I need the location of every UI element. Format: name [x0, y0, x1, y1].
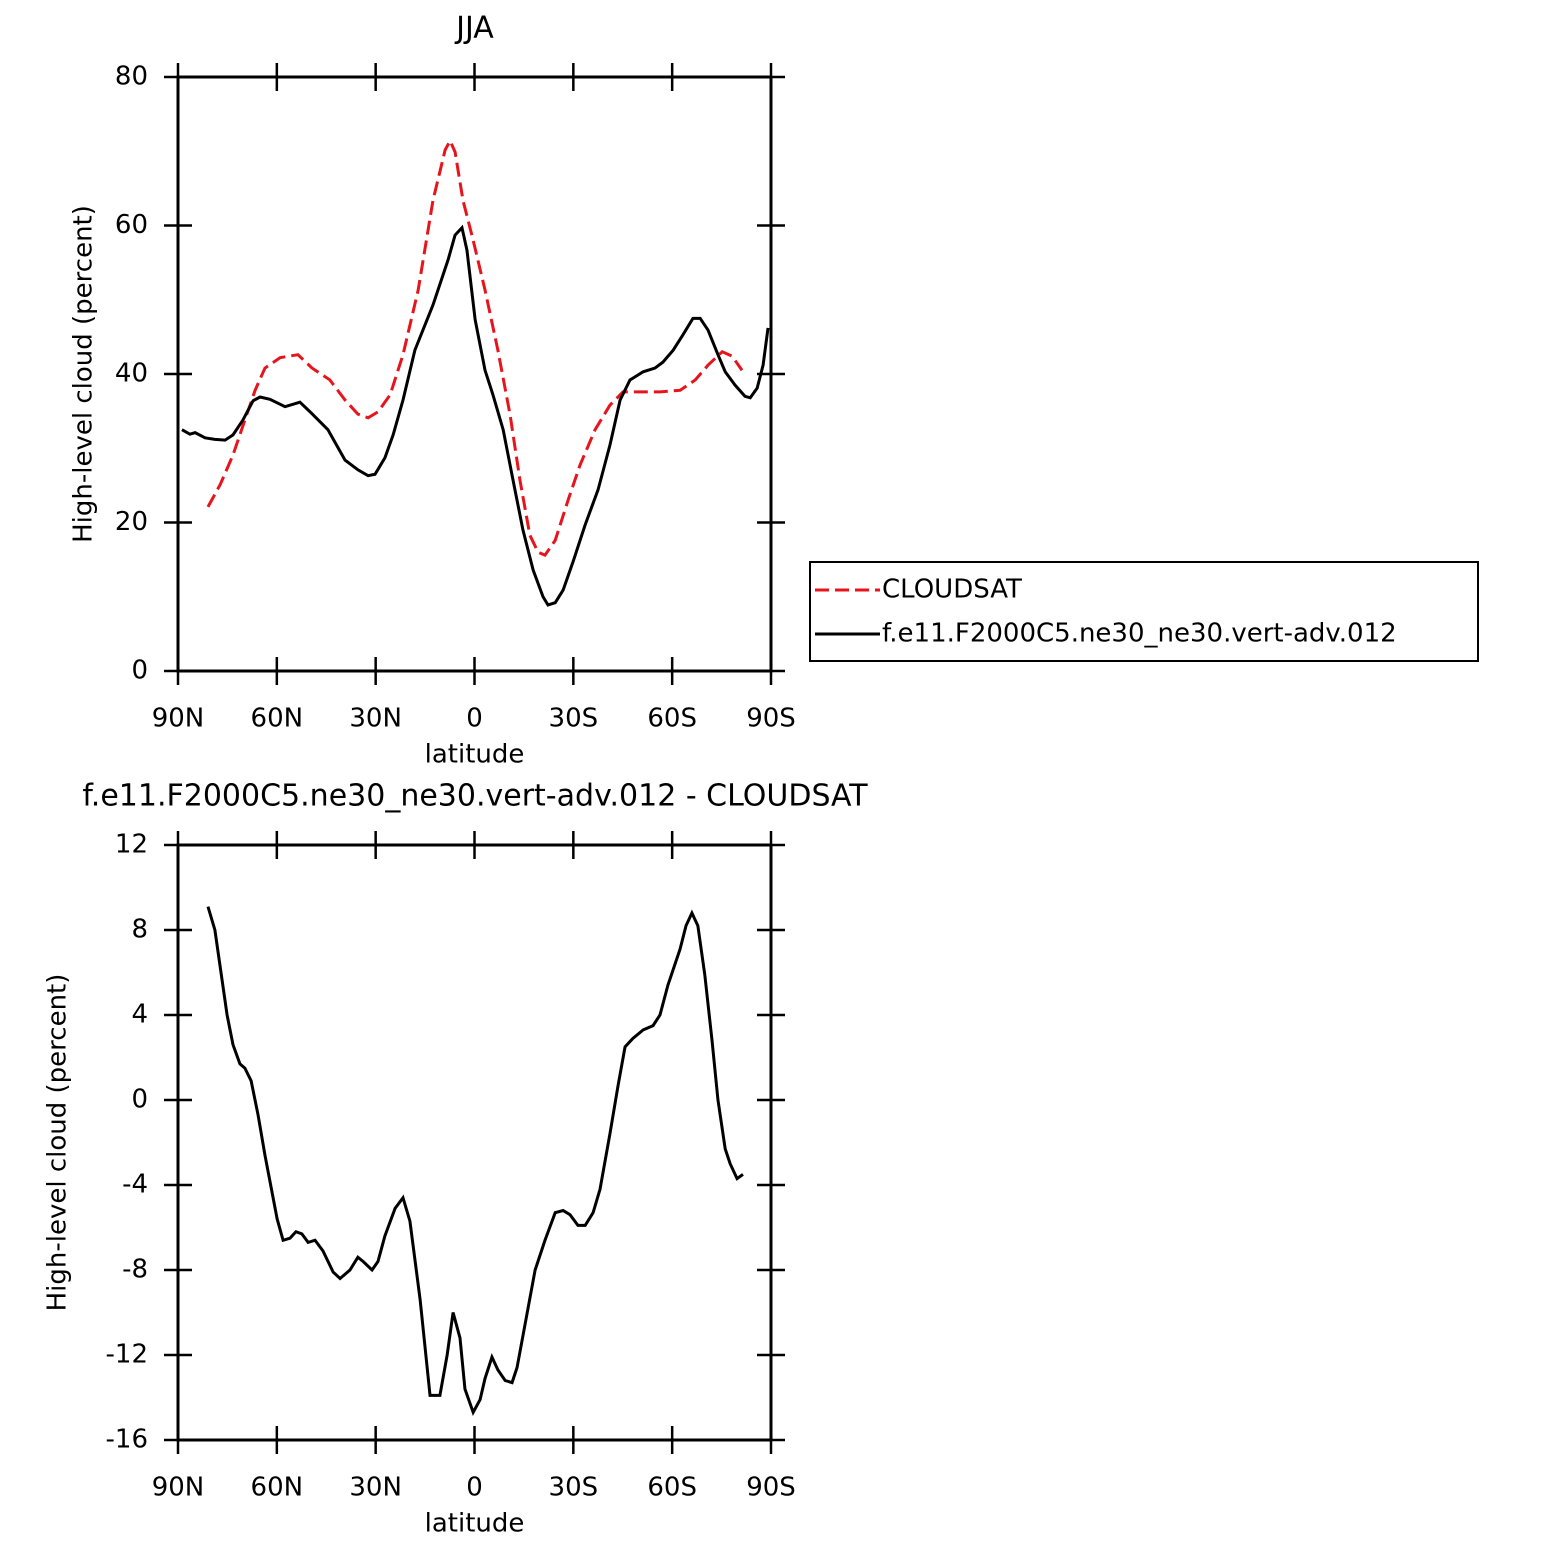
y-tick-label: 4: [131, 1000, 148, 1030]
y-tick-label: 60: [115, 210, 148, 240]
x-tick-label: 30S: [549, 704, 599, 734]
x-tick-label: 60S: [647, 704, 697, 734]
series-line: [181, 224, 770, 607]
x-tick-label: 90S: [746, 1473, 796, 1503]
y-tick-label: -8: [122, 1255, 148, 1285]
chart-title: f.e11.F2000C5.ne30_ne30.vert-adv.012 - C…: [82, 779, 868, 814]
plot-frame: [176, 75, 773, 673]
series-line: [206, 906, 744, 1417]
y-tick-label: 12: [115, 830, 148, 860]
x-tick-label: 90N: [152, 1473, 205, 1503]
y-tick-label: -16: [106, 1425, 148, 1455]
x-tick-label: 0: [466, 704, 483, 734]
y-tick-label: 80: [115, 62, 148, 92]
y-tick-label: 8: [131, 915, 148, 945]
y-axis-label: High-level cloud (percent): [69, 205, 99, 543]
y-tick-label: -4: [122, 1170, 148, 1200]
x-tick-label: 60S: [647, 1473, 697, 1503]
x-axis-label: latitude: [425, 740, 525, 770]
legend-label: CLOUDSAT: [882, 575, 1022, 605]
x-tick-label: 90N: [152, 704, 205, 734]
y-tick-label: 0: [131, 656, 148, 686]
chart-title: JJA: [454, 11, 494, 46]
legend-box: [809, 561, 1479, 662]
y-tick-label: -12: [106, 1340, 148, 1370]
legend-label: f.e11.F2000C5.ne30_ne30.vert-adv.012: [882, 619, 1397, 649]
x-axis-label: latitude: [425, 1509, 525, 1539]
x-tick-label: 30N: [349, 1473, 402, 1503]
y-tick-label: 40: [115, 359, 148, 389]
series-line: [206, 137, 744, 558]
y-tick-label: 20: [115, 507, 148, 537]
x-tick-label: 30S: [549, 1473, 599, 1503]
x-tick-label: 30N: [349, 704, 402, 734]
x-tick-label: 0: [466, 1473, 483, 1503]
y-tick-label: 0: [131, 1085, 148, 1115]
x-tick-label: 60N: [251, 704, 304, 734]
x-tick-label: 90S: [746, 704, 796, 734]
y-axis-label: High-level cloud (percent): [43, 974, 73, 1312]
x-tick-label: 60N: [251, 1473, 304, 1503]
plot-frame: [176, 843, 773, 1442]
